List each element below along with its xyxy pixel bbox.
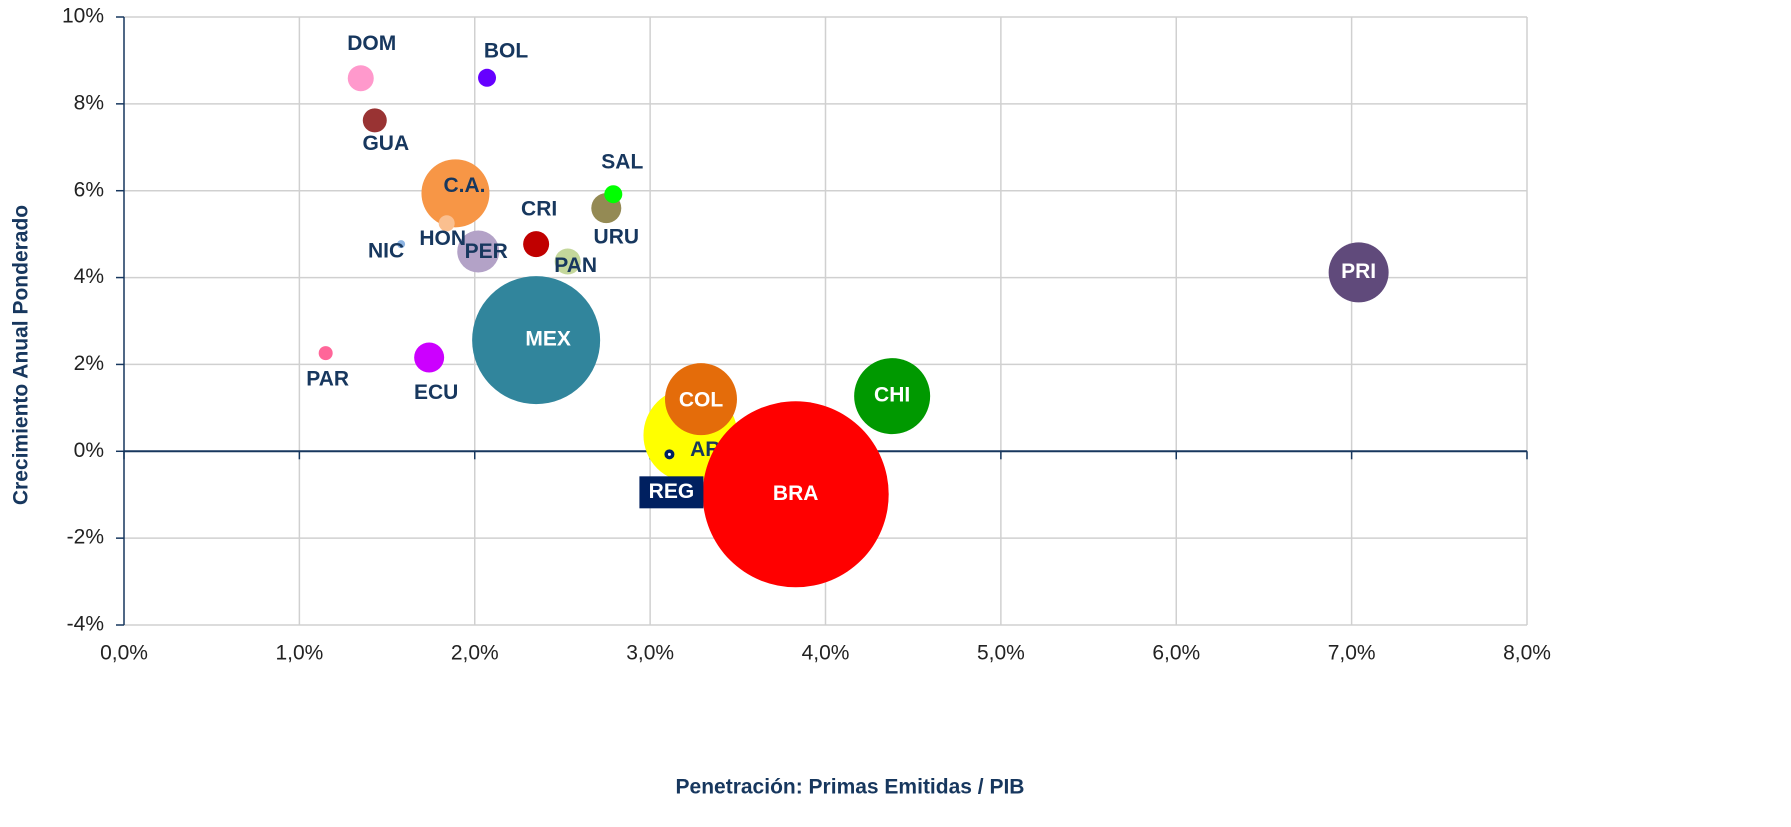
bubble-label: ECU [414,381,458,404]
x-tick-label: 4,0% [802,642,850,665]
y-tick-label: 6% [74,178,104,201]
bubble-label: REG [649,480,695,503]
bubble [604,185,623,204]
y-axis-label: Crecimiento Anual Ponderado [10,205,33,505]
bubble-label: PRI [1341,260,1376,283]
bubble [457,230,500,273]
x-tick-label: 8,0% [1503,642,1551,665]
bubble [421,159,490,228]
bubble [702,401,889,588]
y-tick-label: 2% [74,352,104,375]
bubble-dot [667,452,671,456]
y-tick-label: 8% [74,91,104,114]
x-axis-label: Penetración: Primas Emitidas / PIB [676,776,1025,799]
bubble [414,342,445,373]
bubble-label: BOL [484,39,529,62]
label-box [639,476,704,509]
x-tick-label: 3,0% [626,642,674,665]
y-tick-label: 10% [62,5,104,28]
bubble-label: PER [465,240,508,263]
x-tick-label: 7,0% [1328,642,1376,665]
bubble-label: NIC [368,240,404,263]
bubble [523,231,550,258]
bubble [318,346,333,361]
bubble-label: CRI [521,198,557,221]
y-tick-label: 0% [74,439,104,462]
bubble-label: MEX [525,328,571,351]
bubble-label: HON [419,227,466,250]
bubble [472,276,601,405]
y-tick-label: -2% [67,526,104,549]
bubble-label: CHI [874,384,910,407]
bubble [854,358,931,435]
bubble-label: SAL [601,151,643,174]
bubble [362,108,387,133]
bubble [347,65,374,92]
bubble-label: GUA [362,132,409,155]
bubble-label: BRA [773,482,819,505]
bubble [438,215,455,232]
y-tick-label: 4% [74,265,104,288]
x-tick-label: 2,0% [451,642,499,665]
bubble-label: DOM [347,32,396,55]
bubble [554,248,581,275]
bubble-label: URU [594,226,640,249]
y-tick-label: -4% [67,613,104,636]
x-tick-label: 0,0% [100,642,148,665]
bubble [478,68,497,87]
bubble-label: COL [679,389,724,412]
bubble [397,240,406,249]
bubble-label: PAN [554,254,597,277]
bubble-label: C.A. [443,174,485,197]
x-tick-label: 1,0% [275,642,323,665]
bubble [664,363,737,436]
bubble-label: PAR [306,368,349,391]
bubble [1328,242,1389,303]
x-tick-label: 6,0% [1152,642,1200,665]
x-tick-label: 5,0% [977,642,1025,665]
